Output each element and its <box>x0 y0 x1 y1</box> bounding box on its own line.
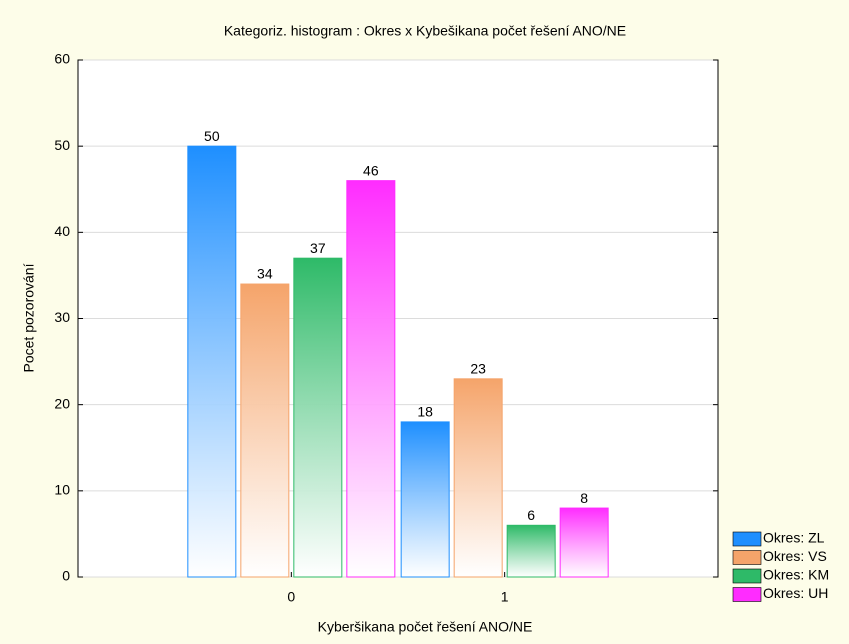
legend-swatch <box>732 550 762 565</box>
y-tick-label: 50 <box>54 137 70 153</box>
bar <box>400 421 450 578</box>
bar <box>187 145 237 578</box>
x-tick-label: 1 <box>501 589 509 605</box>
x-axis-label: Kyberšikana počet řešení ANO/NE <box>318 619 533 635</box>
data-label: 37 <box>310 240 326 256</box>
legend-label: Okres: KM <box>763 567 829 583</box>
x-tick-label: 0 <box>287 589 295 605</box>
legend-label: Okres: UH <box>763 585 828 601</box>
legend-label: Okres: ZL <box>763 530 825 546</box>
chart-title: Kategoriz. histogram : Okres x Kybešikan… <box>224 23 626 39</box>
legend-swatch <box>732 568 762 584</box>
y-tick-label: 40 <box>54 223 70 239</box>
data-label: 18 <box>417 404 433 420</box>
y-tick-label: 20 <box>54 395 70 411</box>
data-label: 23 <box>470 361 486 377</box>
data-label: 8 <box>580 490 588 506</box>
bar <box>506 524 556 578</box>
bar <box>293 257 343 578</box>
y-tick-label: 60 <box>54 51 70 67</box>
data-label: 34 <box>257 266 273 282</box>
y-tick-label: 0 <box>62 568 70 584</box>
data-label: 50 <box>204 128 220 144</box>
data-label: 46 <box>363 162 379 178</box>
y-tick-label: 30 <box>54 309 70 325</box>
y-tick-label: 10 <box>54 482 70 498</box>
bar <box>453 378 503 578</box>
y-axis-label: Pocet pozorování <box>21 263 37 372</box>
bar <box>240 283 290 578</box>
legend-swatch <box>732 531 762 547</box>
bar <box>559 507 609 578</box>
legend-label: Okres: VS <box>763 548 827 564</box>
data-label: 6 <box>527 507 535 523</box>
legend-swatch <box>732 587 762 602</box>
bar <box>346 180 396 578</box>
